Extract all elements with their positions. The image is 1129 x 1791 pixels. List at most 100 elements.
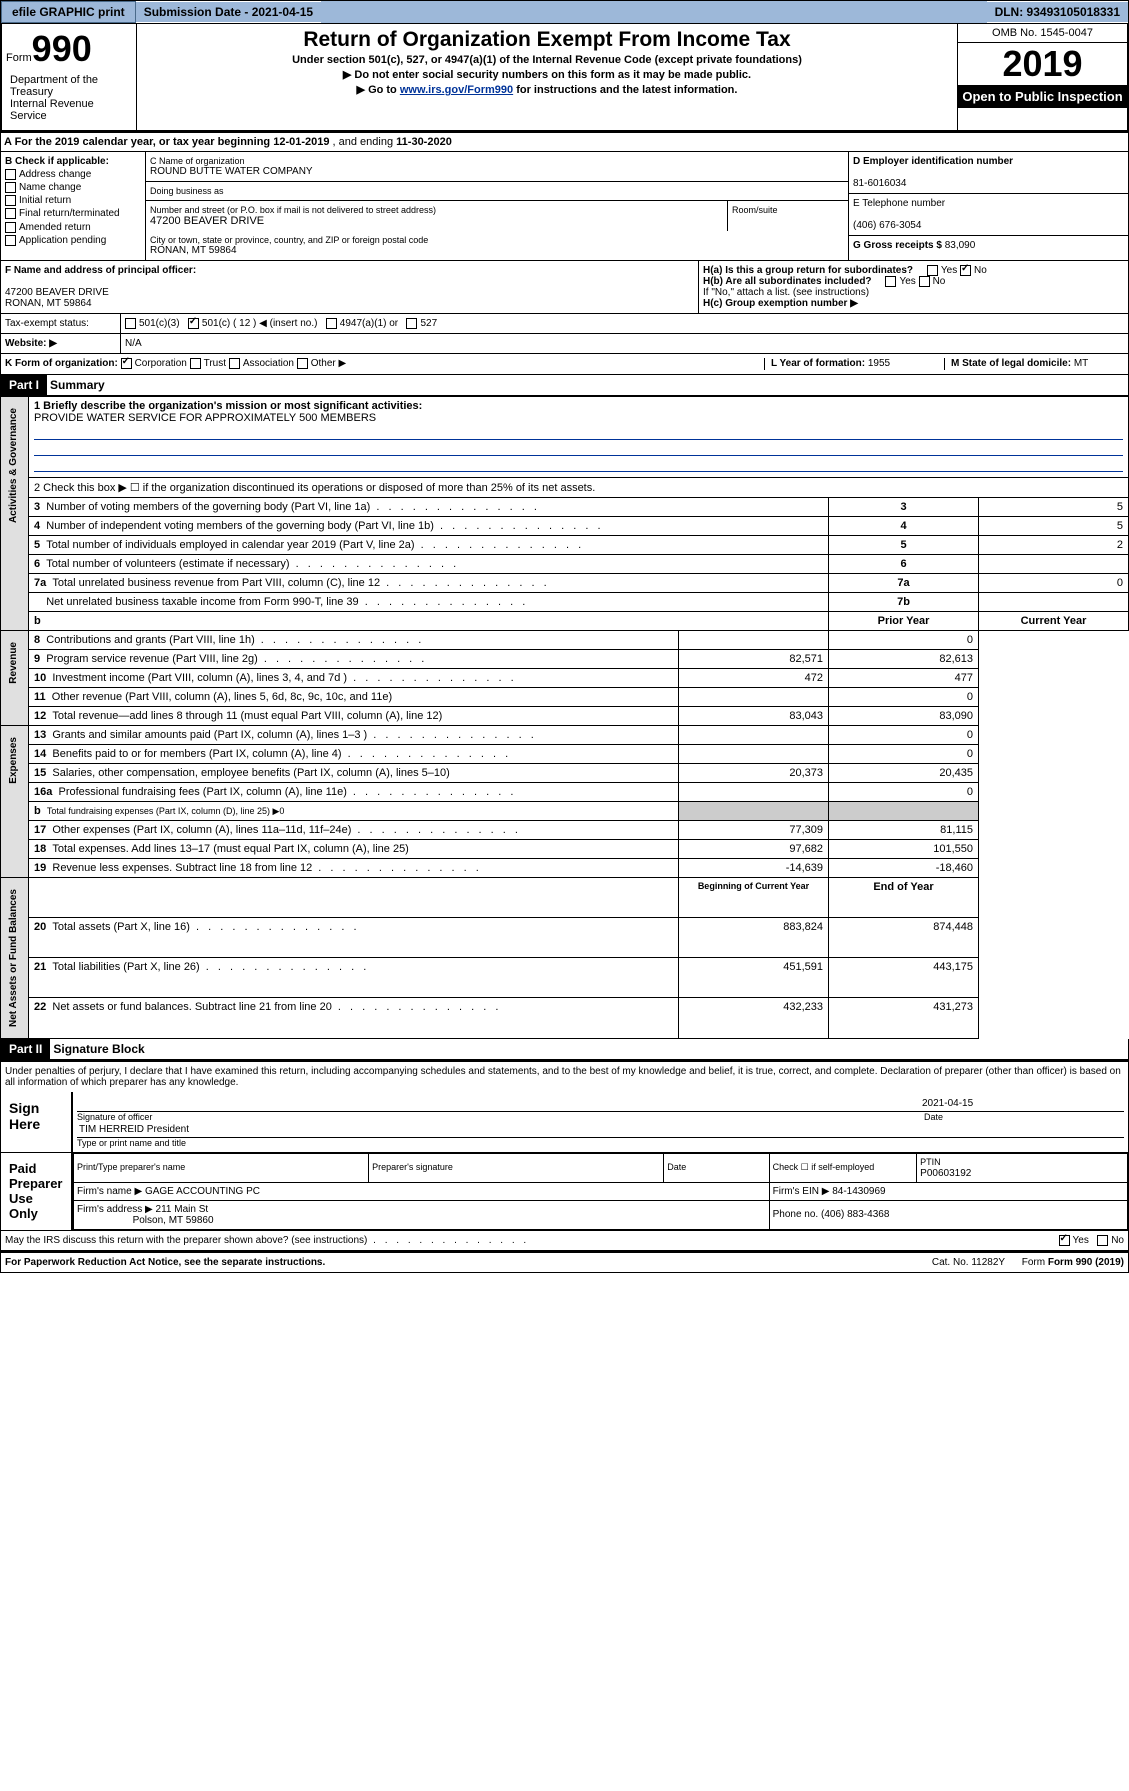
column-b-checkboxes: B Check if applicable: Address change Na… bbox=[1, 152, 146, 260]
preparer-table: Print/Type preparer's name Preparer's si… bbox=[73, 1153, 1128, 1230]
line-18-desc: Total expenses. Add lines 13–17 (must eq… bbox=[52, 843, 408, 855]
footer: For Paperwork Reduction Act Notice, see … bbox=[0, 1251, 1129, 1273]
column-c-org-info: C Name of organization ROUND BUTTE WATER… bbox=[146, 152, 848, 260]
cat-number: Cat. No. 11282Y bbox=[932, 1257, 1005, 1268]
amended-return-checkbox[interactable]: Amended return bbox=[5, 222, 141, 233]
prep-phone-label: Phone no. bbox=[773, 1209, 819, 1220]
line-16a-curr: 0 bbox=[829, 782, 979, 801]
section-fh: F Name and address of principal officer:… bbox=[0, 261, 1129, 314]
line-7b-desc: Net unrelated business taxable income fr… bbox=[46, 596, 528, 608]
sig-date: 2021-04-15 bbox=[922, 1098, 1122, 1109]
tax-exempt-row: Tax-exempt status: 501(c)(3) 501(c) ( 12… bbox=[0, 314, 1129, 334]
hb-note: If "No," attach a list. (see instruction… bbox=[703, 287, 1124, 298]
website-row: Website: ▶ N/A bbox=[0, 334, 1129, 354]
form-subtitle-2: ▶ Do not enter social security numbers o… bbox=[141, 68, 953, 81]
section-bcd: B Check if applicable: Address change Na… bbox=[0, 152, 1129, 261]
org-name: ROUND BUTTE WATER COMPANY bbox=[150, 166, 844, 177]
line-15-prior: 20,373 bbox=[679, 763, 829, 782]
col-b-header: B Check if applicable: bbox=[5, 156, 109, 167]
prior-year-header: Prior Year bbox=[878, 615, 930, 627]
501c3-option[interactable]: 501(c)(3) bbox=[139, 318, 180, 329]
name-change-checkbox[interactable]: Name change bbox=[5, 182, 141, 193]
prep-name-label: Print/Type preparer's name bbox=[77, 1162, 185, 1172]
city-label: City or town, state or province, country… bbox=[150, 235, 844, 245]
website-value: N/A bbox=[121, 334, 1128, 353]
line-16a-desc: Professional fundraising fees (Part IX, … bbox=[58, 786, 516, 798]
line-11-desc: Other revenue (Part VIII, column (A), li… bbox=[52, 691, 392, 703]
line-5-val: 2 bbox=[979, 535, 1129, 554]
self-employed-check[interactable]: Check ☐ if self-employed bbox=[769, 1153, 917, 1182]
vert-expenses: Expenses bbox=[6, 729, 21, 792]
assoc-option[interactable]: Association bbox=[243, 359, 294, 370]
line-4-val: 5 bbox=[979, 516, 1129, 535]
line-12-desc: Total revenue—add lines 8 through 11 (mu… bbox=[52, 710, 442, 722]
line-7a-desc: Total unrelated business revenue from Pa… bbox=[52, 577, 549, 589]
paperwork-notice: For Paperwork Reduction Act Notice, see … bbox=[5, 1257, 932, 1268]
4947-option[interactable]: 4947(a)(1) or bbox=[340, 318, 398, 329]
line-14-desc: Benefits paid to or for members (Part IX… bbox=[52, 748, 511, 760]
line-6-val bbox=[979, 554, 1129, 573]
firm-ein: 84-1430969 bbox=[832, 1186, 885, 1197]
line-9-desc: Program service revenue (Part VIII, line… bbox=[46, 653, 427, 665]
line-3-val: 5 bbox=[979, 497, 1129, 516]
sig-officer-label: Signature of officer bbox=[77, 1112, 924, 1122]
dln-label: DLN: 93493105018331 bbox=[987, 2, 1128, 22]
line-20-desc: Total assets (Part X, line 16) bbox=[52, 921, 359, 933]
application-pending-checkbox[interactable]: Application pending bbox=[5, 235, 141, 246]
line-4-desc: Number of independent voting members of … bbox=[46, 520, 603, 532]
line-21-prior: 451,591 bbox=[679, 958, 829, 998]
firm-name-label: Firm's name ▶ bbox=[77, 1186, 142, 1197]
form-subtitle-1: Under section 501(c), 527, or 4947(a)(1)… bbox=[141, 54, 953, 66]
line-22-prior: 432,233 bbox=[679, 998, 829, 1038]
form-org-label: K Form of organization: bbox=[5, 359, 118, 370]
line-15-curr: 20,435 bbox=[829, 763, 979, 782]
form-footer: Form Form 990 (2019) bbox=[1022, 1257, 1124, 1268]
street-address: 47200 BEAVER DRIVE bbox=[150, 215, 723, 227]
firm-addr2: Polson, MT 59860 bbox=[133, 1215, 214, 1226]
part1-title: Summary bbox=[47, 375, 108, 395]
room-suite-label: Room/suite bbox=[728, 201, 848, 231]
line-a-tax-year: A For the 2019 calendar year, or tax yea… bbox=[0, 132, 1129, 152]
vert-revenue: Revenue bbox=[6, 634, 21, 692]
firm-addr: 211 Main St bbox=[156, 1204, 209, 1215]
officer-name-title: TIM HERREID President bbox=[79, 1124, 189, 1135]
line-3-desc: Number of voting members of the governin… bbox=[46, 501, 540, 513]
initial-return-checkbox[interactable]: Initial return bbox=[5, 195, 141, 206]
part2-title: Signature Block bbox=[50, 1039, 147, 1059]
line-12-prior: 83,043 bbox=[679, 706, 829, 725]
vert-net-assets: Net Assets or Fund Balances bbox=[6, 881, 21, 1035]
section-klm: K Form of organization: Corporation Trus… bbox=[0, 354, 1129, 374]
address-change-checkbox[interactable]: Address change bbox=[5, 169, 141, 180]
line-5-desc: Total number of individuals employed in … bbox=[46, 539, 584, 551]
ha-label: H(a) Is this a group return for subordin… bbox=[703, 265, 913, 276]
line-21-desc: Total liabilities (Part X, line 26) bbox=[52, 961, 369, 973]
signature-block: Under penalties of perjury, I declare th… bbox=[0, 1060, 1129, 1251]
line-18-curr: 101,550 bbox=[829, 839, 979, 858]
line-15-desc: Salaries, other compensation, employee b… bbox=[52, 767, 449, 779]
527-option[interactable]: 527 bbox=[420, 318, 437, 329]
irs-link[interactable]: www.irs.gov/Form990 bbox=[400, 84, 513, 96]
501c-option[interactable]: 501(c) ( 12 ) ◀ (insert no.) bbox=[202, 318, 318, 329]
year-formation: 1955 bbox=[868, 358, 890, 369]
other-option[interactable]: Other ▶ bbox=[311, 359, 346, 370]
part1-header-row: Part I Summary bbox=[0, 375, 1129, 396]
tax-exempt-label: Tax-exempt status: bbox=[1, 314, 121, 333]
prep-sig-label: Preparer's signature bbox=[372, 1162, 453, 1172]
trust-option[interactable]: Trust bbox=[204, 359, 226, 370]
toolbar-spacer bbox=[321, 1, 986, 23]
form-number: 990 bbox=[32, 28, 92, 69]
line-13-curr: 0 bbox=[829, 725, 979, 744]
corp-option[interactable]: Corporation bbox=[135, 359, 187, 370]
efile-print-button[interactable]: efile GRAPHIC print bbox=[1, 1, 136, 23]
city-state-zip: RONAN, MT 59864 bbox=[150, 245, 844, 256]
final-return-checkbox[interactable]: Final return/terminated bbox=[5, 208, 141, 219]
officer-addr2: RONAN, MT 59864 bbox=[5, 298, 92, 309]
line-6-desc: Total number of volunteers (estimate if … bbox=[46, 558, 459, 570]
mission-text: PROVIDE WATER SERVICE FOR APPROXIMATELY … bbox=[34, 412, 376, 424]
name-title-label: Type or print name and title bbox=[77, 1138, 1124, 1148]
line-19-prior: -14,639 bbox=[679, 858, 829, 877]
firm-ein-label: Firm's EIN ▶ bbox=[773, 1186, 830, 1197]
hc-label: H(c) Group exemption number ▶ bbox=[703, 298, 858, 309]
form-subtitle-3: ▶ Go to www.irs.gov/Form990 for instruct… bbox=[141, 83, 953, 96]
line-14-curr: 0 bbox=[829, 744, 979, 763]
